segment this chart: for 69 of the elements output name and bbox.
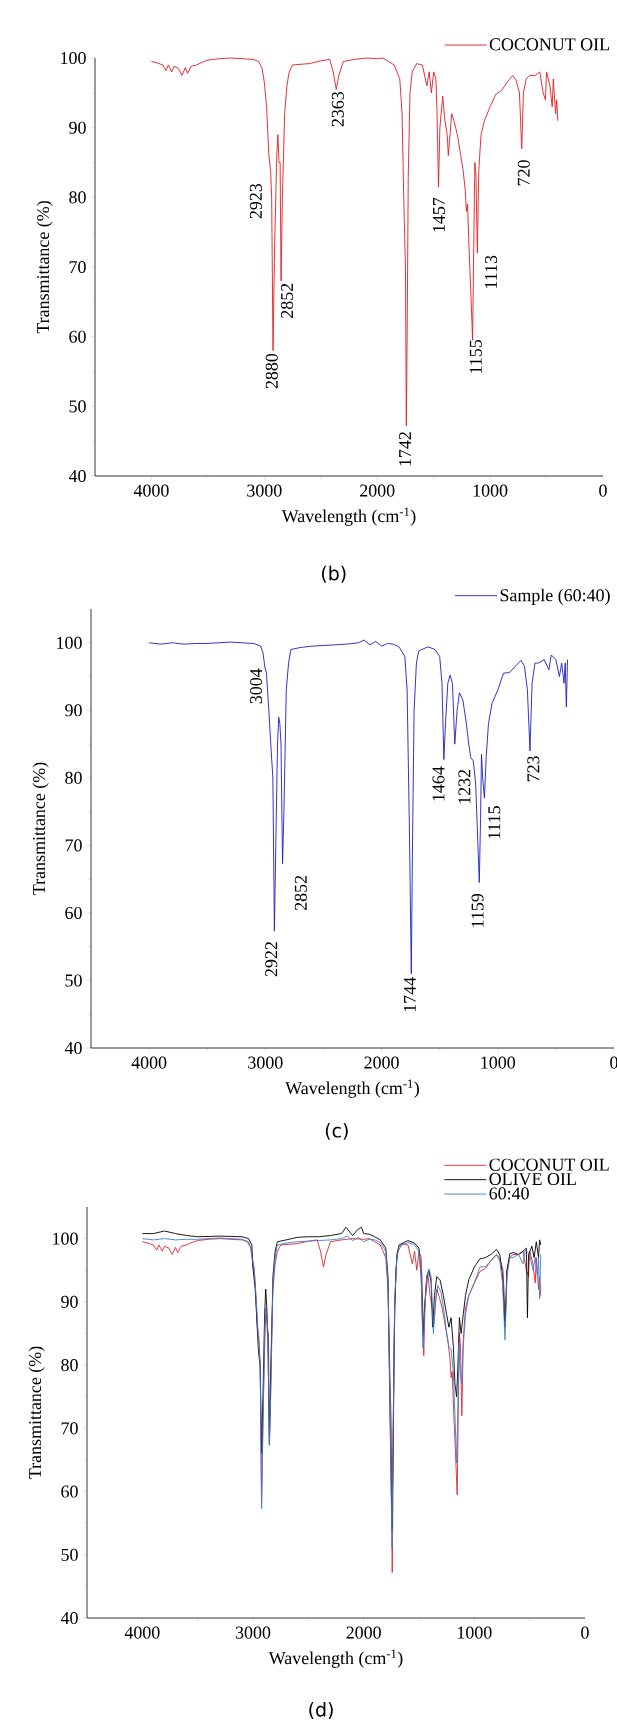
annotation: 1159	[471, 893, 484, 927]
x-axis-title: Wavelength (cm$^{-1}$)	[281, 507, 416, 526]
x-tick-label: 2000	[360, 484, 395, 497]
x-tick-label: 3000	[248, 1056, 283, 1069]
y-tick-label: 70	[61, 1422, 78, 1435]
y-tick-label: 80	[61, 1359, 78, 1372]
y-axis-title: Transmittance (%)	[32, 762, 49, 895]
y-tick-label: 70	[65, 839, 82, 852]
y-tick-label: 100	[57, 636, 82, 649]
annotation: 2880	[265, 353, 278, 389]
annotation: 2852	[294, 875, 307, 911]
y-tick-label: 80	[65, 771, 82, 784]
x-tick-label: 4000	[133, 484, 169, 497]
x-tick-label: 3000	[235, 1626, 271, 1639]
legend-label: OLIVE OIL	[489, 1173, 576, 1186]
x-tick-label: 1000	[473, 484, 508, 497]
legend-label: Sample (60:40)	[500, 588, 610, 605]
y-tick-label: 90	[65, 704, 82, 717]
y-tick-label: 70	[69, 260, 86, 274]
annotation: 1115	[488, 806, 501, 839]
x-tick-label: 1000	[457, 1626, 492, 1639]
annotation: 720	[517, 160, 530, 186]
annotation: 3004	[249, 668, 263, 704]
annotation: 1744	[403, 977, 416, 1012]
y-tick-label: 80	[69, 191, 86, 204]
annotation: 1742	[399, 432, 411, 466]
annotation: 1464	[432, 766, 445, 801]
annotation: 2923	[249, 183, 262, 219]
annotation: 1155	[469, 339, 482, 373]
legend-label: COCONUT OIL	[489, 1158, 609, 1171]
y-axis-title: Transmittance (%)	[36, 201, 53, 334]
y-tick-label: 60	[65, 906, 82, 919]
x-tick-label: 0	[610, 1056, 617, 1069]
x-tick-label: 0	[581, 1626, 589, 1639]
y-axis-title: Transmittance (%)	[28, 1346, 45, 1479]
text: (d)	[309, 1702, 333, 1719]
y-tick-label: 40	[64, 1041, 82, 1055]
y-tick-label: 60	[61, 1485, 78, 1498]
annotation: 2363	[331, 91, 344, 127]
x-tick-label: 1000	[481, 1056, 516, 1069]
y-tick-label: 40	[68, 469, 86, 483]
annotation: 1113	[484, 255, 498, 288]
line-series	[150, 57, 559, 427]
y-tick-label: 90	[61, 1295, 78, 1308]
y-tick-label: 50	[65, 974, 82, 987]
y-tick-label: 100	[53, 1232, 78, 1245]
legend-label: COCONUT OIL	[489, 38, 609, 51]
annotation: 1232	[458, 769, 471, 804]
x-tick-label: 4000	[124, 1626, 160, 1639]
annotation: 723	[527, 756, 540, 782]
annotation: 2852	[280, 283, 294, 318]
y-tick-label: 40	[60, 1611, 78, 1625]
annotation: 2922	[265, 942, 278, 977]
y-tick-label: 60	[69, 330, 86, 343]
y-tick-label: 90	[69, 121, 86, 134]
y-tick-label: 100	[61, 51, 86, 65]
y-tick-label: 50	[69, 400, 86, 413]
text: (b)	[321, 565, 346, 583]
x-tick-label: 4000	[131, 1056, 167, 1069]
legend-label: 60:40	[489, 1187, 529, 1200]
text: (c)	[325, 1123, 348, 1140]
y-tick-label: 50	[61, 1548, 78, 1561]
x-axis-title: Wavelength (cm$^{-1}$)	[268, 1649, 403, 1668]
x-tick-label: 2000	[364, 1056, 399, 1069]
annotation: 1457	[432, 197, 445, 232]
x-axis-title: Wavelength (cm$^{-1}$)	[285, 1079, 419, 1098]
x-tick-label: 0	[599, 484, 607, 497]
x-tick-label: 3000	[247, 484, 282, 497]
x-tick-label: 2000	[346, 1626, 381, 1639]
